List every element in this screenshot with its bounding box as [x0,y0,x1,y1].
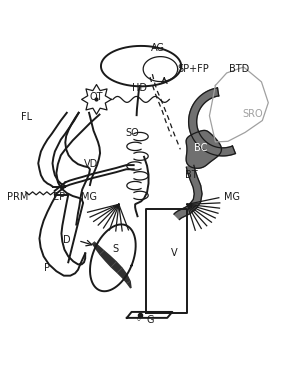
Polygon shape [174,165,202,220]
Text: HD: HD [132,84,147,93]
Polygon shape [189,88,236,156]
Text: P: P [44,263,50,273]
Text: FL: FL [21,112,32,122]
Text: SP+FP: SP+FP [177,64,209,74]
Polygon shape [93,242,131,288]
Text: EP: EP [53,192,65,202]
Text: SO: SO [125,128,139,138]
Text: BT: BT [185,170,197,180]
Text: ◦: ◦ [136,315,142,325]
Text: OT: OT [90,93,103,102]
Text: MG: MG [224,192,240,202]
Text: D: D [63,235,70,245]
Polygon shape [186,131,221,168]
Text: G: G [146,315,154,325]
Text: S: S [113,244,119,254]
Text: PRM: PRM [7,192,28,202]
Text: AG: AG [150,43,164,53]
Text: SRO: SRO [242,109,263,119]
Text: MG: MG [81,192,97,202]
Text: BTD: BTD [229,64,249,74]
Text: V: V [170,248,177,258]
Text: BC: BC [194,143,207,153]
Text: VD: VD [83,159,98,169]
